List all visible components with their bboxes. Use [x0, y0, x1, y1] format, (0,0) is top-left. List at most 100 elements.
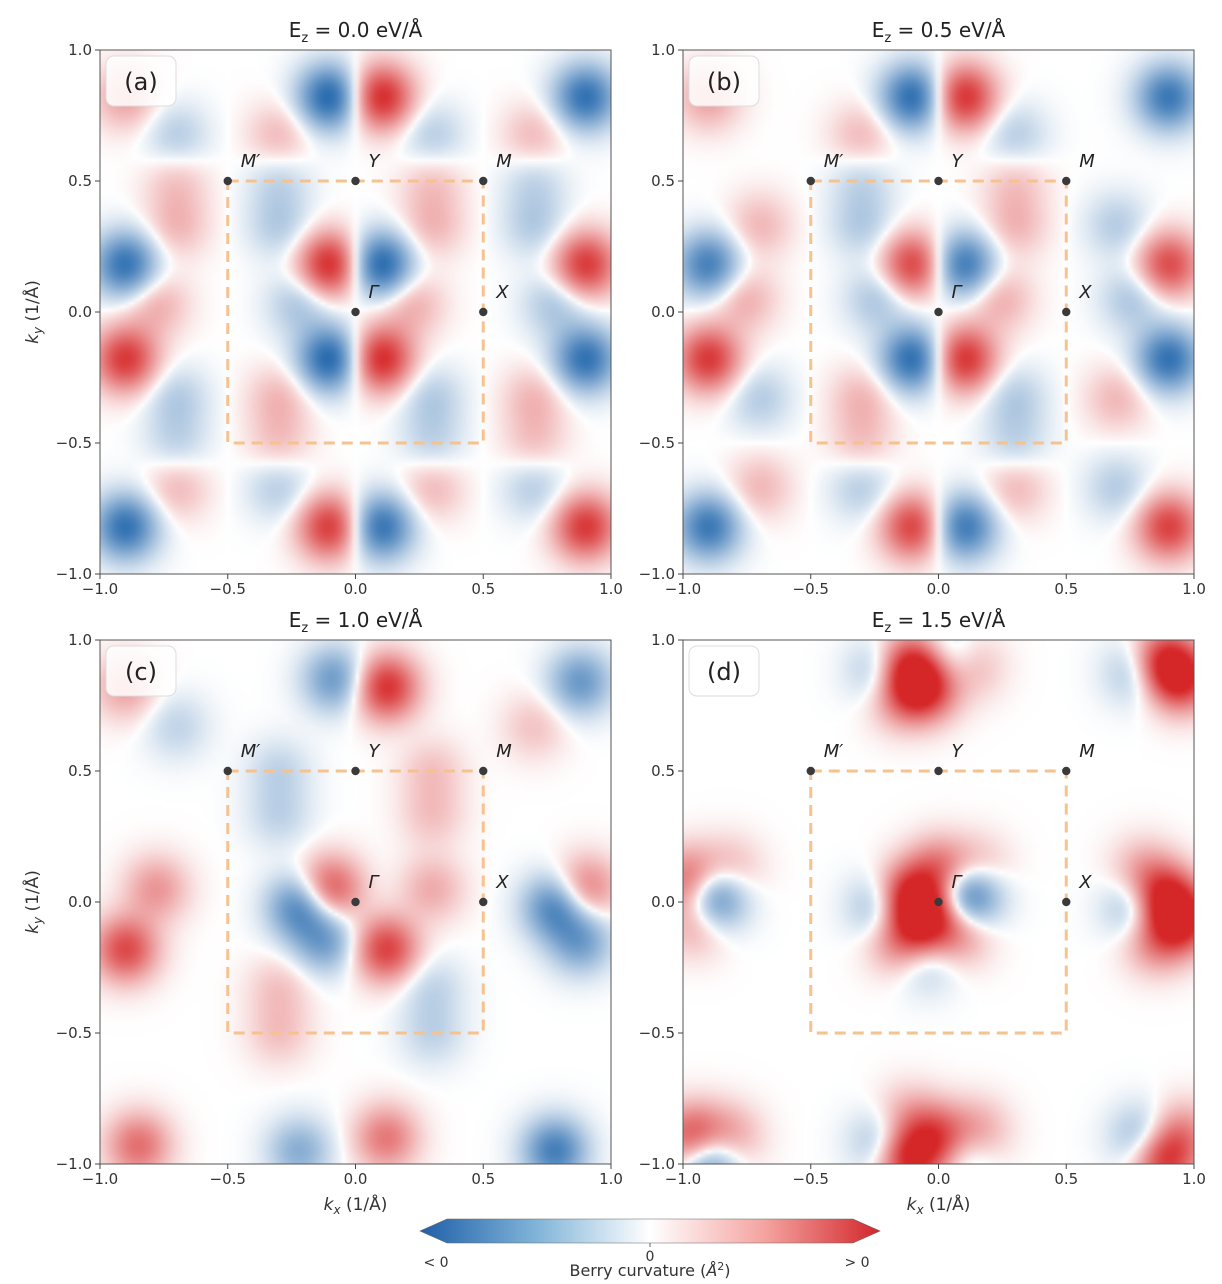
k-point-label: Γ [369, 872, 381, 893]
k-point-label: Y [952, 151, 965, 172]
y-tick-label: −1.0 [56, 1155, 92, 1173]
x-tick-label: 0.5 [1054, 1170, 1078, 1188]
k-point-label: X [1078, 872, 1092, 893]
x-tick-label: 1.0 [599, 580, 623, 598]
y-axis-label-rest: (1/Å) [21, 280, 43, 327]
colorbar-title: Berry curvature (Å2) [569, 1260, 730, 1280]
k-point-label: M′ [824, 151, 844, 172]
panel-title: Ez = 1.5 eV/Å [872, 608, 1006, 636]
k-point-label: M′ [824, 741, 844, 762]
k-point-marker [479, 897, 488, 907]
k-point-marker [806, 766, 815, 776]
panel-title: Ez = 0.5 eV/Å [872, 18, 1006, 46]
brillouin-zone-boundary [226, 179, 485, 445]
x-axis-label-sub: x [332, 1203, 341, 1217]
panel-title-main: E [289, 18, 302, 42]
panel-title-sub: z [884, 31, 891, 46]
y-axis-label: ky (1/Å) [21, 870, 45, 934]
colorbar-title-power: 2 [717, 1260, 724, 1273]
panel-c: Ez = 1.0 eV/Å (c) −1.0 −0.5 0.0 0.5 1.0 −1.0 −0.… [21, 608, 623, 1217]
k-point-marker [1062, 897, 1071, 907]
y-tick-label: 1.0 [651, 631, 675, 649]
k-point-label: M′ [241, 151, 261, 172]
x-tick-label: 1.0 [1182, 1170, 1206, 1188]
panel-label-box [105, 645, 177, 697]
k-point-label: X [495, 282, 509, 303]
y-axis-label-main: k [23, 923, 43, 934]
x-tick-label: −0.5 [210, 1170, 246, 1188]
k-point-marker [934, 307, 943, 317]
y-tick-label: 0.0 [68, 303, 92, 321]
x-axis-label-main: k [907, 1195, 918, 1215]
x-tick-label: −1.0 [82, 580, 118, 598]
y-axis-label-sub: y [31, 916, 45, 925]
y-axis-label-rest: (1/Å) [21, 870, 43, 917]
k-point-label: M [1079, 741, 1095, 762]
k-point-marker [479, 176, 488, 186]
panel-title-rest: = 0.0 eV/Å [308, 18, 422, 42]
y-tick-label: −0.5 [56, 1024, 92, 1042]
x-axis-label-rest: (1/Å) [924, 1193, 971, 1215]
y-tick-label: 0.0 [651, 893, 675, 911]
k-point-marker [1062, 176, 1071, 186]
x-tick-label: 0.0 [344, 580, 368, 598]
y-tick-label: 0.5 [651, 762, 675, 780]
x-tick-label: 0.0 [927, 1170, 951, 1188]
y-tick-label: −1.0 [639, 565, 675, 583]
colorbar-title-unit: Å [705, 1261, 717, 1280]
y-axis-label-sub: y [31, 326, 45, 335]
brillouin-zone-boundary [809, 179, 1068, 445]
k-point-marker [1062, 766, 1071, 776]
y-tick-label: 1.0 [68, 631, 92, 649]
panel-title-sub: z [301, 31, 308, 46]
panel-title-rest: = 1.5 eV/Å [891, 608, 1005, 632]
k-point-marker [479, 307, 488, 317]
panel-label-box [688, 645, 760, 697]
k-point-label: Γ [369, 282, 381, 303]
k-point-label: Γ [952, 872, 964, 893]
k-point-marker [223, 176, 232, 186]
k-point-label: M [496, 151, 512, 172]
x-tick-label: 0.0 [344, 1170, 368, 1188]
x-tick-label: 0.5 [471, 1170, 495, 1188]
panel-title: Ez = 0.0 eV/Å [289, 18, 423, 46]
k-point-marker [1062, 307, 1071, 317]
y-tick-label: 1.0 [651, 41, 675, 59]
panel-label: (d) [707, 658, 741, 686]
panel-title-sub: z [884, 621, 891, 636]
panel-title-main: E [872, 608, 885, 632]
x-tick-label: 0.5 [1054, 580, 1078, 598]
panel-title: Ez = 1.0 eV/Å [289, 608, 423, 636]
y-tick-label: −1.0 [56, 565, 92, 583]
colorbar-bar [419, 1218, 881, 1244]
k-point-label: Γ [952, 282, 964, 303]
x-axis-label-sub: x [915, 1203, 924, 1217]
k-point-label: Y [369, 151, 382, 172]
x-tick-label: −1.0 [665, 580, 701, 598]
colorbar-right-label: > 0 [844, 1255, 869, 1271]
colorbar-title-close: ) [724, 1261, 730, 1280]
brillouin-zone-boundary [809, 769, 1068, 1035]
k-point-label: Y [369, 741, 382, 762]
colorbar-left-label: < 0 [423, 1255, 448, 1271]
k-point-marker [806, 176, 815, 186]
k-point-marker [934, 897, 943, 907]
k-point-marker [934, 176, 943, 186]
brillouin-zone-boundary [226, 769, 485, 1035]
y-axis-label: ky (1/Å) [21, 280, 45, 344]
k-point-label: X [495, 872, 509, 893]
colorbar-center-label: 0 [646, 1249, 655, 1265]
x-tick-label: −1.0 [82, 1170, 118, 1188]
panel-title-rest: = 0.5 eV/Å [891, 18, 1005, 42]
x-axis-label-main: k [324, 1195, 335, 1215]
k-point-marker [351, 307, 360, 317]
y-tick-label: 0.5 [68, 172, 92, 190]
colorbar: < 0 0 > 0 Berry curvature (Å2) [419, 1218, 881, 1280]
x-axis-label: kx (1/Å) [324, 1193, 388, 1217]
k-point-marker [479, 766, 488, 776]
k-point-marker [351, 897, 360, 907]
panel-label: (b) [707, 68, 741, 96]
y-tick-label: −0.5 [639, 1024, 675, 1042]
y-tick-label: 0.5 [68, 762, 92, 780]
